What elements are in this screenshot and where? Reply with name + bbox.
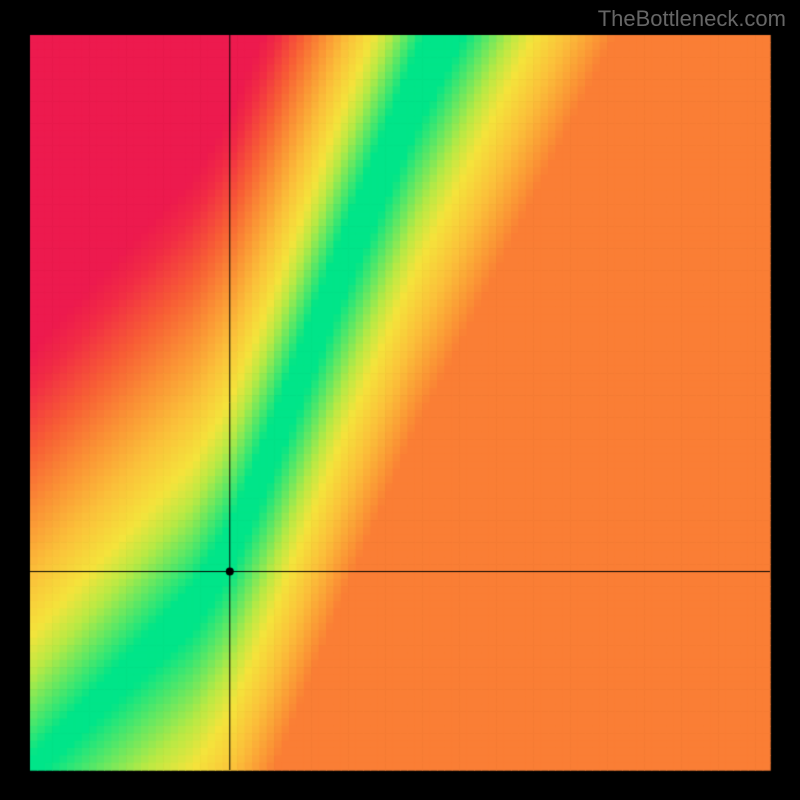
watermark-text: TheBottleneck.com (598, 6, 786, 32)
bottleneck-heatmap (0, 0, 800, 800)
chart-container: TheBottleneck.com (0, 0, 800, 800)
